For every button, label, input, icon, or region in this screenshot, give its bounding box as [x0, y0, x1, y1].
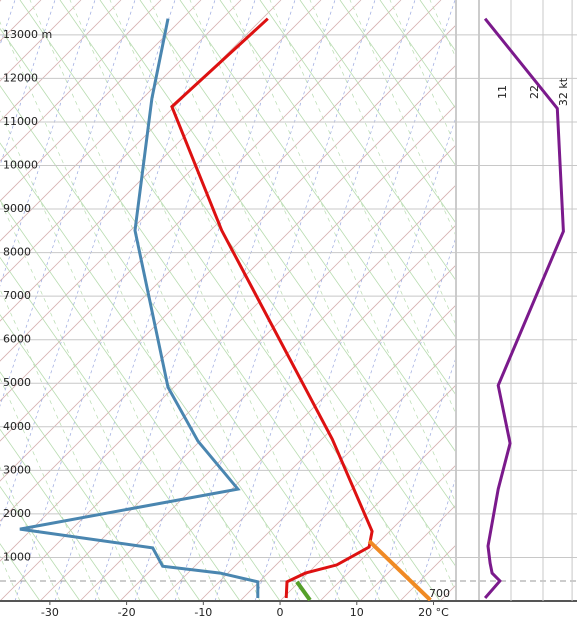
x-tick-label: 11: [496, 85, 509, 99]
dry-adiabat: [0, 428, 121, 601]
profile-line: [367, 539, 432, 601]
dry-adiabat: [19, 0, 441, 601]
isotherm: [0, 0, 202, 202]
dry-adiabat: [179, 0, 455, 395]
isotherm: [159, 305, 455, 601]
dry-adiabat: [379, 0, 455, 109]
isotherm: [0, 145, 455, 601]
moist-adiabat: [309, 0, 455, 324]
dry-adiabat: [139, 0, 455, 452]
isotherm: [0, 105, 455, 562]
isotherm: [0, 0, 162, 162]
y-tick-label: 4000: [3, 420, 31, 433]
isotherm: [319, 465, 455, 601]
isotherm: [199, 345, 455, 601]
x-tick-label: 0: [277, 606, 284, 619]
moist-adiabat: [389, 0, 455, 146]
isotherm: [399, 545, 455, 601]
x-tick-label: 10: [350, 606, 364, 619]
y-tick-label: 10000: [3, 158, 38, 171]
dry-adiabat: [0, 485, 81, 601]
isotherm: [39, 185, 455, 601]
y-tick-label: 7000: [3, 289, 31, 302]
dry-adiabat: [299, 0, 455, 223]
isotherm: [0, 0, 242, 242]
isotherm: [0, 0, 122, 122]
isotherm: [119, 265, 455, 601]
moist-adiabat: [69, 0, 341, 601]
dry-adiabat: [0, 27, 401, 601]
x-tick-label: 32 kt: [557, 77, 570, 106]
x-tick-label: 20 °C: [418, 606, 449, 619]
isotherm: [239, 385, 455, 601]
profile-line: [19, 18, 260, 598]
dry-adiabat: [0, 371, 161, 601]
isotherm: [0, 0, 442, 442]
dry-adiabat: [0, 142, 321, 601]
dry-adiabat: [339, 0, 455, 166]
y-tick-label: 5000: [3, 376, 31, 389]
moist-adiabat: [29, 0, 301, 601]
dry-adiabat: [0, 199, 281, 601]
isotherm: [0, 0, 402, 402]
profile-line: [483, 17, 565, 599]
pressure-label: 700: [429, 587, 450, 600]
moist-adiabat: [189, 0, 455, 591]
dry-adiabat: [259, 0, 455, 280]
y-tick-label: 8000: [3, 246, 31, 259]
moist-adiabat: [0, 21, 261, 601]
y-tick-label: 2000: [3, 507, 31, 520]
isotherm: [0, 0, 322, 322]
x-tick-label: -20: [118, 606, 136, 619]
isotherm: [0, 25, 455, 482]
x-tick-label: 22: [528, 85, 541, 99]
profile-line: [295, 580, 312, 601]
y-tick-label: 12000: [3, 71, 38, 84]
profile-line: [170, 17, 374, 599]
isotherm: [0, 0, 2, 2]
isotherm: [279, 425, 455, 601]
y-tick-label: 6000: [3, 333, 31, 346]
moist-adiabat: [0, 288, 141, 601]
dry-adiabat: [0, 314, 201, 601]
moist-adiabat: [149, 0, 421, 601]
y-tick-label: 1000: [3, 550, 31, 563]
diagram-background: [0, 0, 455, 601]
dry-adiabat: [99, 0, 455, 509]
isotherm: [0, 0, 362, 362]
y-tick-label: 11000: [3, 115, 38, 128]
moist-adiabat: [0, 110, 221, 601]
moist-adiabat: [0, 199, 181, 601]
moist-adiabat: [109, 0, 381, 601]
dry-adiabat: [59, 0, 455, 566]
y-tick-label: 9000: [3, 202, 31, 215]
y-tick-label: 3000: [3, 463, 31, 476]
x-tick-label: -10: [194, 606, 212, 619]
dry-adiabat: [219, 0, 455, 337]
isotherm: [0, 65, 455, 522]
moist-adiabat: [229, 0, 455, 502]
moist-adiabat: [269, 0, 455, 413]
x-tick-label: -30: [41, 606, 59, 619]
y-tick-label: 13000 m: [3, 28, 52, 41]
